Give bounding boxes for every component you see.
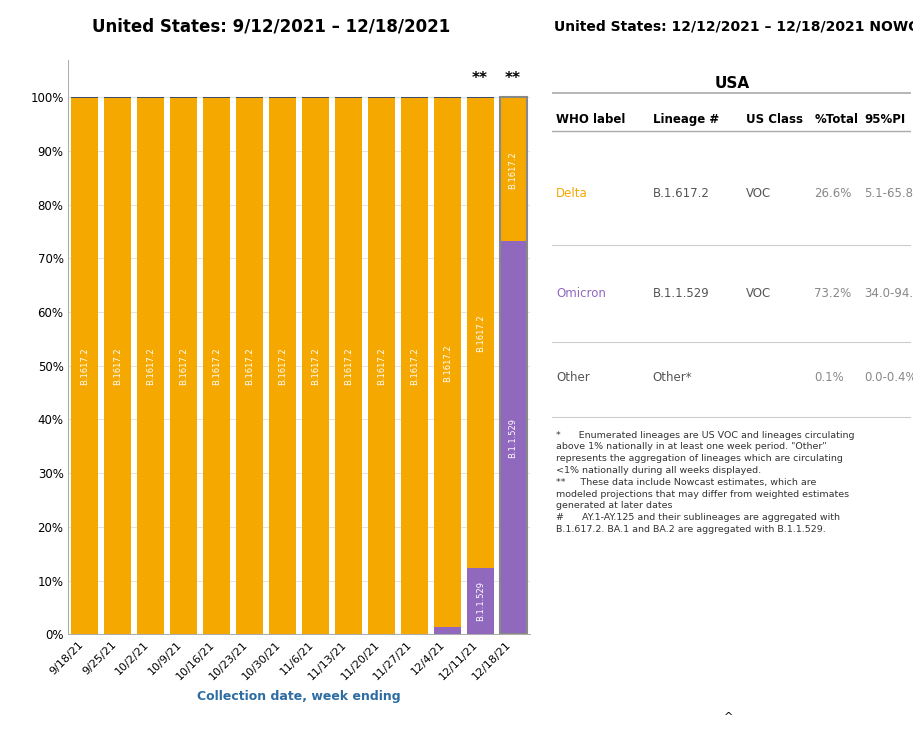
Text: B.1617.2: B.1617.2 <box>509 151 518 189</box>
Text: Delta: Delta <box>556 187 588 200</box>
Text: US Class: US Class <box>746 113 803 125</box>
Text: *      Enumerated lineages are US VOC and lineages circulating
above 1% national: * Enumerated lineages are US VOC and lin… <box>556 431 855 534</box>
Bar <box>236 98 263 634</box>
Text: WHO label: WHO label <box>556 113 625 125</box>
Text: 73.2%: 73.2% <box>814 287 852 300</box>
Text: B.1617.2: B.1617.2 <box>179 348 188 385</box>
Bar <box>499 98 527 634</box>
Text: B.1617.2: B.1617.2 <box>212 348 221 385</box>
Text: B.1617.2: B.1617.2 <box>113 348 122 385</box>
Text: B.1617.2: B.1617.2 <box>80 348 89 385</box>
Bar <box>71 98 99 634</box>
Bar <box>401 98 428 634</box>
Text: %Total: %Total <box>814 113 858 125</box>
Text: Lineage #: Lineage # <box>653 113 719 125</box>
Text: B.1.617.2: B.1.617.2 <box>653 187 709 200</box>
Text: B.1617.2: B.1617.2 <box>443 344 452 382</box>
Bar <box>302 98 329 634</box>
Bar <box>434 627 461 634</box>
Text: VOC: VOC <box>746 287 771 300</box>
Text: Other*: Other* <box>653 370 692 383</box>
Text: **: ** <box>505 71 521 85</box>
Bar <box>499 241 527 634</box>
Text: B.1617.2: B.1617.2 <box>344 348 353 385</box>
Text: B.1617.2: B.1617.2 <box>377 348 386 385</box>
Text: 0.1%: 0.1% <box>814 370 844 383</box>
Text: 0.0-0.4%: 0.0-0.4% <box>865 370 913 383</box>
Text: Other: Other <box>556 370 590 383</box>
Text: B.1617.2: B.1617.2 <box>476 314 485 351</box>
Bar <box>335 98 362 634</box>
Text: 26.6%: 26.6% <box>814 187 852 200</box>
Bar <box>467 568 494 634</box>
X-axis label: Collection date, week ending: Collection date, week ending <box>197 690 401 703</box>
Text: 5.1-65.8%: 5.1-65.8% <box>865 187 913 200</box>
Text: VOC: VOC <box>746 187 771 200</box>
Text: 34.0-94.9%: 34.0-94.9% <box>865 287 913 300</box>
Bar <box>104 98 131 634</box>
Bar <box>137 98 164 634</box>
Text: B.1.1.529: B.1.1.529 <box>476 581 485 621</box>
Text: B.1617.2: B.1617.2 <box>311 348 320 385</box>
Bar <box>368 98 394 634</box>
Bar <box>170 98 197 634</box>
Text: B.1.1.529: B.1.1.529 <box>509 418 518 458</box>
Text: United States: 9/12/2021 – 12/18/2021: United States: 9/12/2021 – 12/18/2021 <box>92 17 451 35</box>
Text: B.1617.2: B.1617.2 <box>146 348 155 385</box>
Bar <box>499 98 527 241</box>
Text: B.1617.2: B.1617.2 <box>245 348 254 385</box>
Text: **: ** <box>472 71 488 85</box>
Text: ^: ^ <box>723 712 733 722</box>
Bar <box>269 98 296 634</box>
Bar <box>434 98 461 627</box>
Text: USA: USA <box>714 76 750 91</box>
Text: Omicron: Omicron <box>556 287 606 300</box>
Text: B.1617.2: B.1617.2 <box>278 348 287 385</box>
Text: B.1.1.529: B.1.1.529 <box>653 287 709 300</box>
Text: United States: 12/12/2021 – 12/18/2021 NOWC: United States: 12/12/2021 – 12/18/2021 N… <box>554 19 913 34</box>
Bar <box>204 98 230 634</box>
Text: B.1617.2: B.1617.2 <box>410 348 419 385</box>
Text: 95%PI: 95%PI <box>865 113 906 125</box>
Bar <box>467 98 494 568</box>
